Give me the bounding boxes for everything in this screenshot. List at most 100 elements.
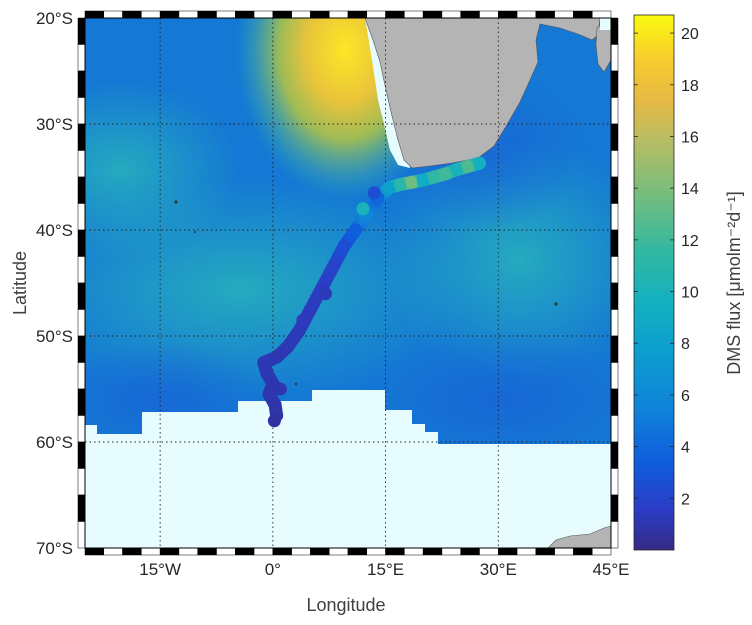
frame-segment [77,229,86,257]
frame-segment [535,547,555,556]
frame-segment [77,362,86,390]
map-area [85,18,611,548]
colorbar-tick-label: 10 [681,285,699,302]
frame-segment [77,17,86,45]
track-point [337,239,351,253]
frame-segment [441,10,461,19]
map-border [84,17,612,549]
frame-segment [159,547,180,556]
frame-segment [422,547,443,556]
frame-segment [84,547,105,556]
frame-segment [253,10,274,19]
frame-segment [178,10,198,19]
colorbar-tick-label: 14 [681,181,699,198]
frame-segment [610,521,619,549]
y-tick-label: 70°S [36,539,73,558]
track-point [349,223,363,237]
frame-segment [197,547,217,556]
frame-segment [610,150,619,178]
frame-segment [77,44,86,72]
frame-segment [385,547,405,556]
no-data-patch [600,18,611,30]
x-tick-label: 15°E [367,560,404,579]
track-point [326,260,340,274]
frame-segment [122,547,142,556]
frame-segment [610,494,619,522]
africa-landmass [364,18,601,169]
frame-segment [573,10,593,19]
track-point [427,170,441,184]
frame-segment [84,10,105,19]
colorbar-tick-label: 4 [681,440,690,457]
y-tick-label: 30°S [36,115,73,134]
frame-segment [253,547,274,556]
frame-segment [366,547,386,556]
track-point [292,324,306,338]
frame-segment [385,10,405,19]
track-point [405,175,419,189]
frame-segment [197,10,217,19]
frame-segment [610,388,619,416]
frame-segment [610,335,619,363]
frame-segment [610,70,619,98]
y-tick-label: 60°S [36,433,73,452]
track-point [303,303,317,316]
frame-segment [460,10,480,19]
frame-segment [77,521,86,549]
frame-segment [272,10,292,19]
frame-segment [610,309,619,337]
antarctica-landmass [547,525,611,548]
track-point [262,387,276,401]
frame-segment [516,547,537,556]
frame-segment [554,10,574,19]
frame-segment [347,10,368,19]
x-tick-label: 15°W [139,560,181,579]
frame-segment [122,10,142,19]
frame-segment [610,256,619,284]
track-point [260,366,274,380]
track-point [296,313,310,327]
frame-segment [610,97,619,125]
track-point [461,159,475,173]
map-gridlines [85,18,611,548]
ocean-flux-teal-zone-west [85,80,240,260]
frame-segment [77,309,86,337]
frame-segment [422,10,443,19]
frame-segment [77,203,86,231]
track-point [270,350,284,364]
frame-segment [610,17,619,45]
x-tick-label: 30°E [480,560,517,579]
track-point [473,156,486,170]
colorbar-tick-label: 6 [681,388,690,405]
frame-segment [77,70,86,98]
frame-segment [141,547,161,556]
track-point [416,173,430,187]
frame-segment [591,10,612,19]
island [294,382,298,386]
track-point [268,398,282,412]
frame-segment [610,176,619,204]
sea-ice-no-data [85,390,611,548]
frame-segment [216,10,236,19]
colorbar-tick-label: 2 [681,491,690,508]
track-point [367,186,381,200]
frame-segment [460,547,480,556]
track-point [394,177,408,191]
frame-segment [441,547,461,556]
frame-segment [347,547,368,556]
track-point [257,356,271,369]
track-point [439,167,453,181]
frame-segment [159,10,180,19]
x-tick-label: 45°E [592,560,629,579]
island [174,200,178,204]
track-point [356,202,370,216]
frame-segment [77,441,86,469]
frame-segment [610,229,619,257]
colorbar [633,14,675,551]
frame-segment [291,10,311,19]
frame-segment [498,547,518,556]
frame-segment [610,362,619,390]
colorbar-tick-label: 20 [681,26,699,43]
frame-segment [77,388,86,416]
